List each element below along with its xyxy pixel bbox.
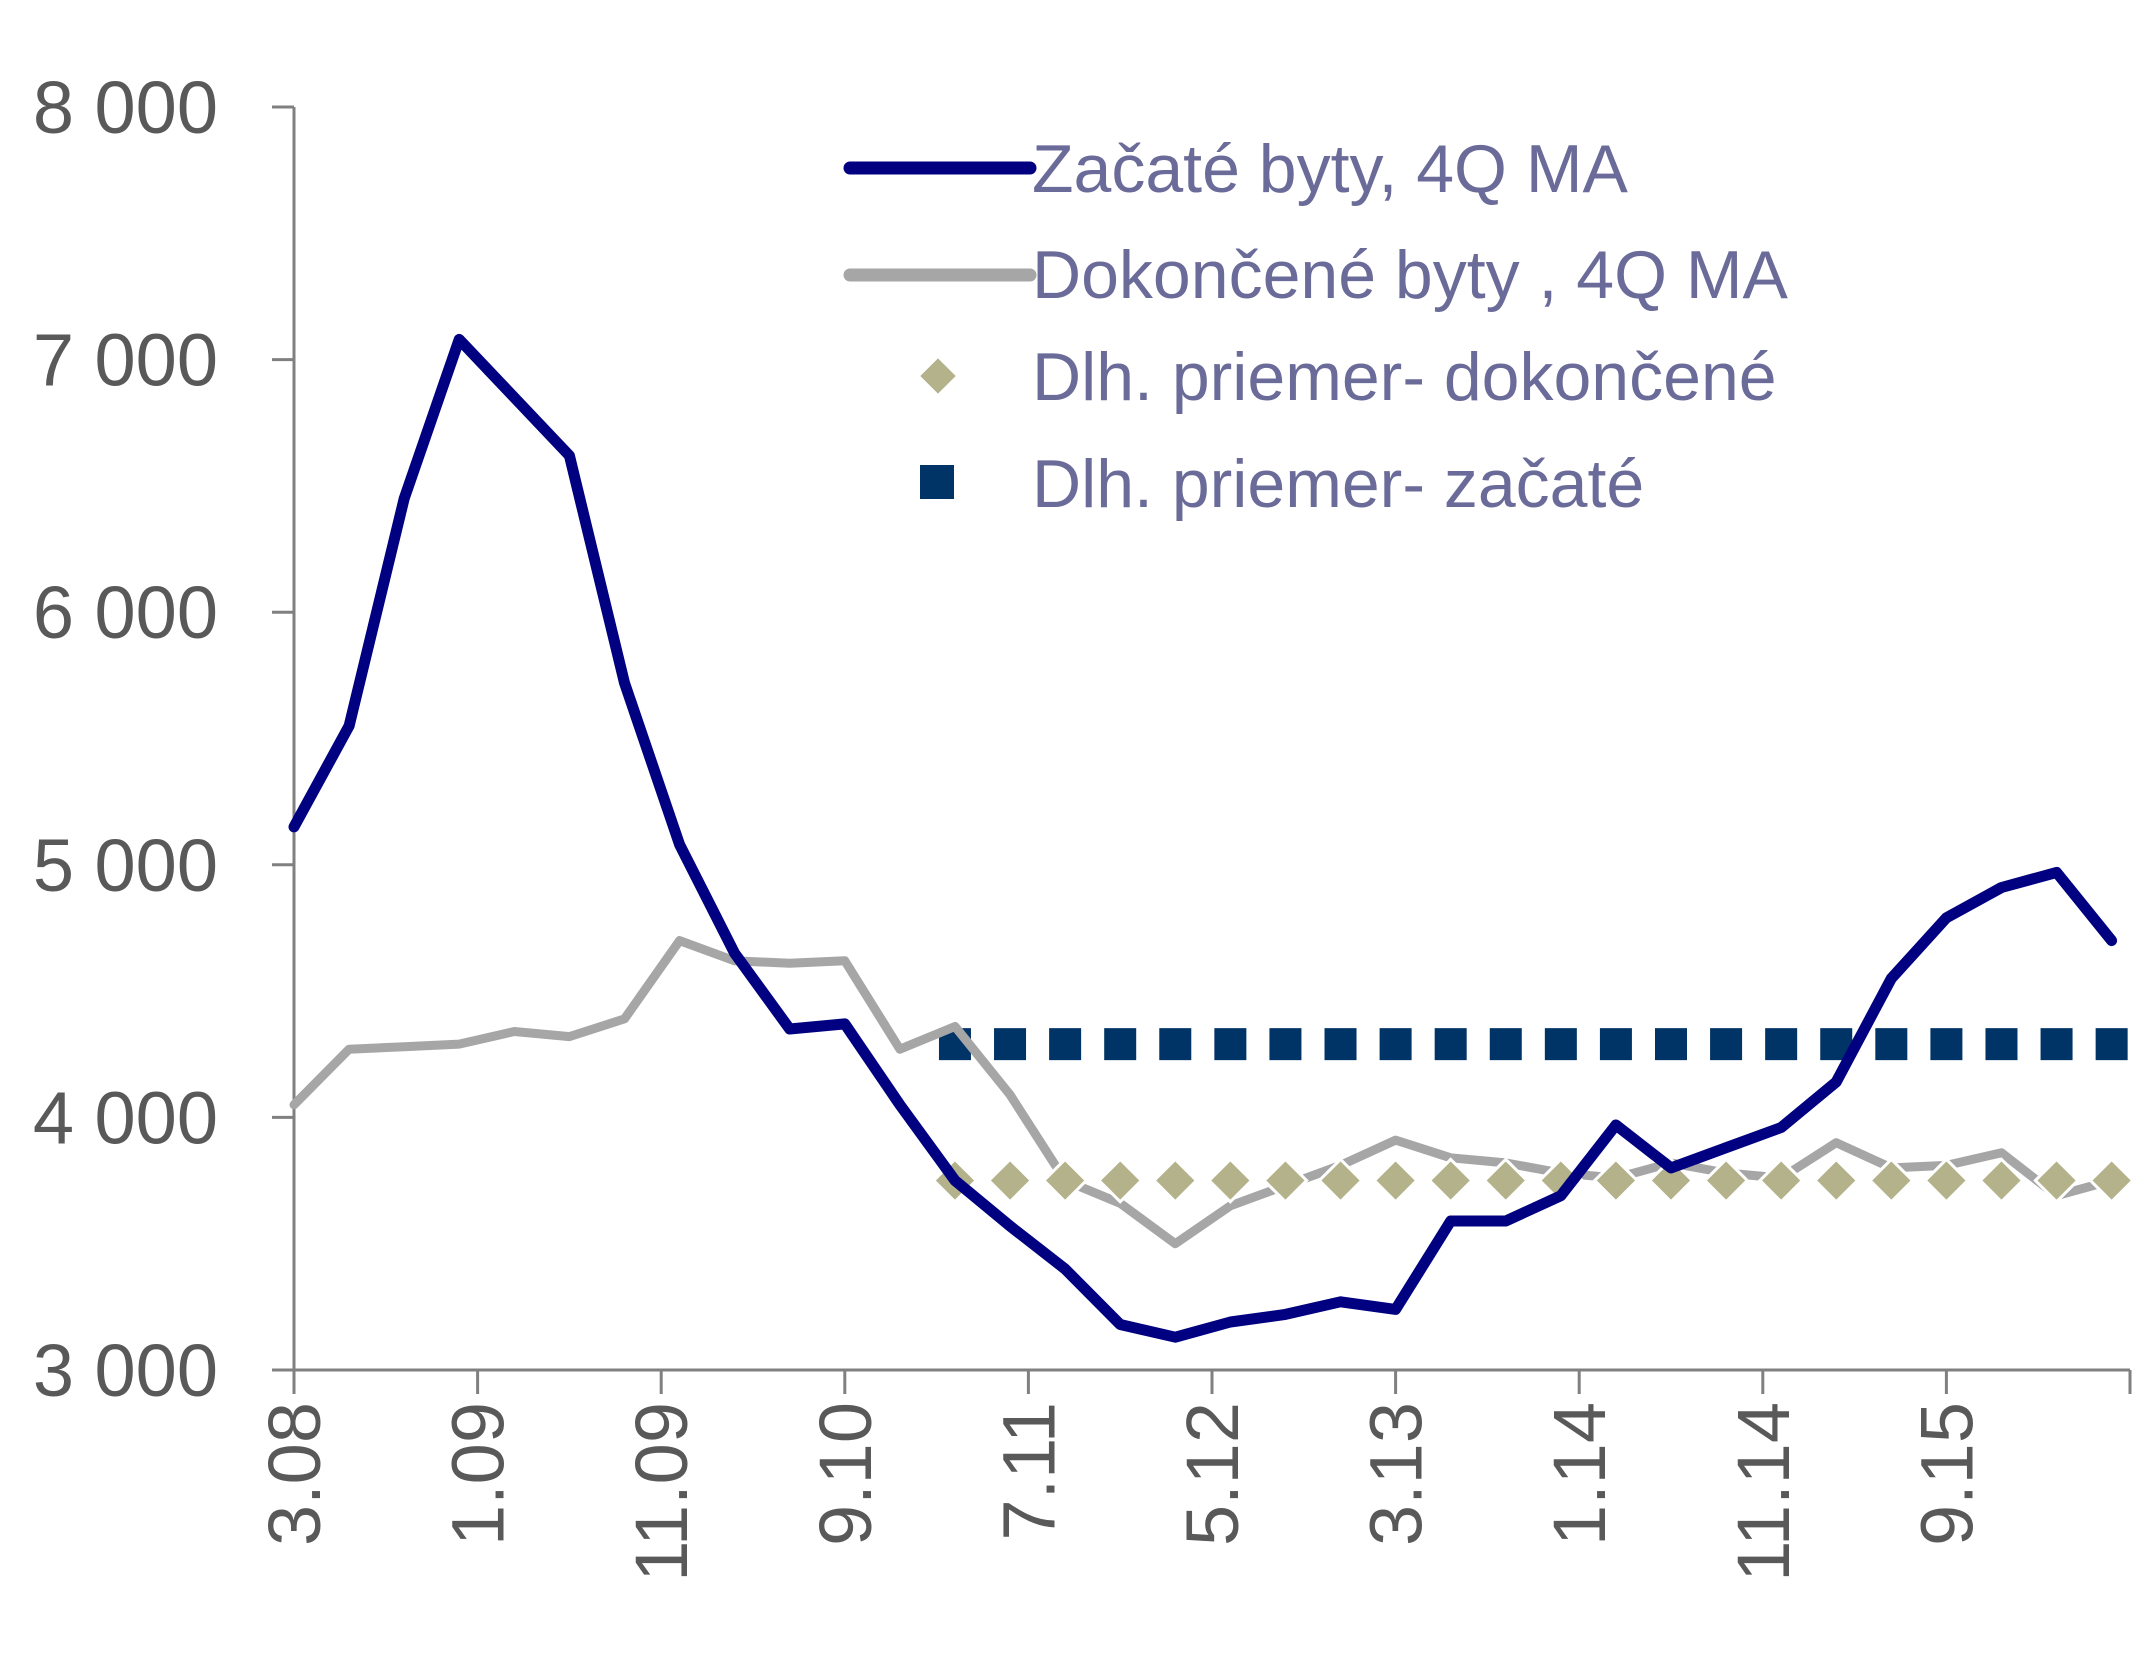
legend-swatch-priemer-zacate — [920, 465, 954, 499]
x-tick-label: 11.09 — [620, 1402, 703, 1582]
plot-area — [288, 333, 2135, 1343]
marker-priemer-dokoncene — [1923, 1157, 1970, 1204]
marker-priemer-dokoncene — [2088, 1157, 2135, 1204]
marker-priemer-zacate — [1324, 1028, 1357, 1061]
marker-priemer-zacate — [1599, 1028, 1632, 1061]
x-axis-ticks: 3.08 1.09 11.09 9.10 7.11 5.12 3.13 1.14 11.14 9.… — [253, 1370, 2132, 1582]
marker-priemer-zacate — [1214, 1028, 1247, 1061]
x-tick-label: 7.11 — [987, 1402, 1070, 1541]
marker-priemer-dokoncene — [1317, 1157, 1364, 1204]
marker-priemer-zacate — [1434, 1028, 1467, 1061]
marker-priemer-zacate — [1159, 1028, 1192, 1061]
marker-priemer-zacate — [1985, 1028, 2018, 1061]
legend-swatch-priemer-dokoncene — [916, 354, 960, 398]
y-tick-label: 6 000 — [33, 571, 218, 654]
x-tick-label: 3.08 — [253, 1402, 336, 1546]
marker-priemer-zacate — [1049, 1028, 1082, 1061]
marker-priemer-dokoncene — [1096, 1157, 1144, 1204]
series-line-dokoncene — [289, 936, 2117, 1249]
marker-priemer-zacate — [2095, 1028, 2128, 1061]
legend: Začaté byty, 4Q MA Dokončené byty , 4Q M… — [843, 131, 1789, 522]
marker-priemer-dokoncene — [1041, 1157, 1089, 1204]
marker-priemer-zacate — [1269, 1028, 1302, 1061]
marker-priemer-dokoncene — [1537, 1157, 1585, 1204]
marker-priemer-dokoncene — [1482, 1157, 1530, 1204]
marker-priemer-zacate — [994, 1028, 1027, 1061]
y-tick-label: 4 000 — [33, 1076, 218, 1159]
marker-priemer-dokoncene — [1592, 1157, 1640, 1204]
marker-priemer-dokoncene — [1427, 1157, 1475, 1204]
marker-priemer-zacate — [1104, 1028, 1137, 1061]
marker-priemer-zacate — [1875, 1028, 1908, 1061]
y-axis-ticks: 3 000 4 000 5 000 6 000 7 000 8 000 — [33, 66, 294, 1412]
y-tick-label: 5 000 — [33, 824, 218, 907]
marker-priemer-dokoncene — [2033, 1157, 2080, 1204]
y-tick-label: 8 000 — [33, 66, 218, 149]
marker-priemer-dokoncene — [1207, 1157, 1254, 1204]
marker-priemer-zacate — [1655, 1028, 1687, 1061]
x-tick-label: 9.15 — [1905, 1402, 1988, 1546]
marker-priemer-dokoncene — [1812, 1157, 1860, 1204]
marker-priemer-dokoncene — [1702, 1157, 1750, 1204]
x-tick-label: 5.12 — [1171, 1402, 1254, 1546]
marker-priemer-dokoncene — [1647, 1157, 1695, 1204]
x-tick-label: 3.13 — [1355, 1402, 1438, 1546]
legend-label-priemer-dokoncene: Dlh. priemer- dokončené — [1032, 339, 1777, 415]
marker-priemer-zacate — [1379, 1028, 1412, 1061]
x-tick-label: 9.10 — [804, 1402, 887, 1546]
marker-priemer-zacate — [1710, 1028, 1743, 1061]
legend-label-priemer-zacate: Dlh. priemer- začaté — [1032, 446, 1644, 522]
series-line-zacate — [288, 333, 2118, 1343]
legend-label-zacate: Začaté byty, 4Q MA — [1032, 131, 1628, 207]
marker-priemer-zacate — [1544, 1028, 1577, 1061]
marker-priemer-dokoncene — [1867, 1157, 1915, 1204]
x-tick-label: 11.14 — [1722, 1402, 1805, 1582]
marker-priemer-dokoncene — [1262, 1157, 1309, 1204]
y-tick-label: 3 000 — [33, 1329, 218, 1412]
marker-priemer-dokoncene — [1978, 1157, 2025, 1204]
marker-priemer-dokoncene — [1372, 1157, 1419, 1204]
x-tick-label: 1.14 — [1538, 1402, 1621, 1546]
marker-priemer-zacate — [1489, 1028, 1522, 1061]
marker-priemer-dokoncene — [1757, 1157, 1805, 1204]
marker-priemer-dokoncene — [986, 1157, 1034, 1204]
marker-priemer-dokoncene — [1151, 1157, 1199, 1204]
legend-label-dokoncene: Dokončené byty , 4Q MA — [1032, 237, 1789, 313]
marker-priemer-zacate — [1930, 1028, 1963, 1061]
marker-priemer-zacate — [1765, 1028, 1798, 1061]
marker-priemer-zacate — [2040, 1028, 2073, 1061]
x-tick-label: 1.09 — [437, 1402, 520, 1546]
y-tick-label: 7 000 — [33, 319, 218, 402]
